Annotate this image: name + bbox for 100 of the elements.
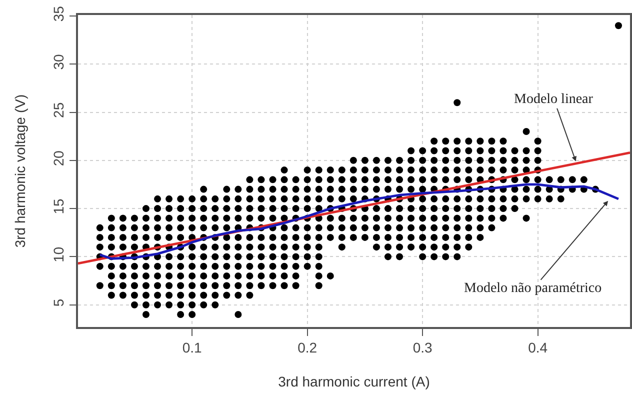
point	[200, 195, 208, 202]
point	[315, 224, 322, 232]
point	[511, 166, 518, 174]
point	[280, 205, 288, 212]
point	[315, 244, 322, 251]
point	[419, 214, 426, 222]
point	[292, 253, 300, 260]
point	[177, 195, 184, 202]
point	[258, 244, 265, 251]
point	[280, 166, 288, 174]
point	[142, 292, 150, 299]
point	[476, 156, 484, 164]
point	[338, 234, 346, 241]
point	[454, 138, 461, 145]
point	[511, 156, 518, 164]
point	[188, 310, 196, 318]
point	[234, 186, 242, 193]
point	[258, 253, 265, 260]
point	[258, 262, 265, 270]
point	[454, 176, 461, 184]
point	[465, 195, 472, 202]
point	[166, 205, 173, 212]
point	[419, 166, 426, 174]
point	[212, 195, 219, 202]
point	[396, 176, 404, 184]
point	[361, 176, 368, 184]
point	[454, 214, 461, 222]
point	[304, 205, 311, 212]
point	[384, 253, 392, 260]
point	[338, 224, 346, 232]
point	[246, 234, 254, 241]
point	[154, 205, 162, 212]
point	[188, 244, 196, 251]
point	[338, 195, 346, 202]
point	[200, 186, 208, 193]
point	[384, 176, 392, 184]
point	[142, 214, 150, 222]
point	[212, 253, 219, 260]
point	[488, 156, 496, 164]
point	[200, 301, 208, 308]
point	[326, 234, 334, 241]
point	[212, 282, 219, 290]
point	[476, 205, 484, 212]
point	[130, 234, 138, 241]
point	[234, 292, 242, 299]
point	[476, 147, 484, 154]
point	[280, 272, 288, 280]
point	[200, 253, 208, 260]
point	[108, 282, 115, 290]
point	[511, 147, 518, 154]
point	[384, 214, 392, 222]
point	[454, 205, 461, 212]
point	[476, 138, 484, 145]
point	[372, 156, 380, 164]
point	[315, 262, 322, 270]
point	[454, 244, 461, 251]
point	[442, 195, 450, 202]
point	[408, 156, 415, 164]
point	[154, 234, 162, 241]
point	[372, 205, 380, 212]
point	[269, 282, 276, 290]
point	[442, 214, 450, 222]
point	[166, 272, 173, 280]
point	[419, 195, 426, 202]
point	[212, 244, 219, 251]
point	[130, 301, 138, 308]
point	[454, 224, 461, 232]
point	[246, 272, 254, 280]
point	[280, 234, 288, 241]
point	[326, 214, 334, 222]
point	[119, 234, 126, 241]
point	[223, 186, 230, 193]
point	[177, 214, 184, 222]
y-tick-label: 20	[50, 150, 67, 166]
point	[223, 214, 230, 222]
point	[234, 282, 242, 290]
point	[304, 253, 311, 260]
point	[454, 166, 461, 174]
point	[430, 176, 438, 184]
point	[372, 234, 380, 241]
point	[130, 272, 138, 280]
point	[246, 262, 254, 270]
point	[350, 166, 357, 174]
point	[166, 234, 173, 241]
point	[488, 195, 496, 202]
point	[130, 224, 138, 232]
point	[557, 176, 564, 184]
point	[326, 224, 334, 232]
point	[177, 272, 184, 280]
point	[465, 234, 472, 241]
point	[338, 166, 346, 174]
point	[419, 244, 426, 251]
point	[442, 138, 450, 145]
point	[292, 262, 300, 270]
point	[269, 205, 276, 212]
point	[166, 282, 173, 290]
point	[108, 224, 115, 232]
point	[234, 310, 242, 318]
point	[488, 166, 496, 174]
point	[534, 195, 542, 202]
